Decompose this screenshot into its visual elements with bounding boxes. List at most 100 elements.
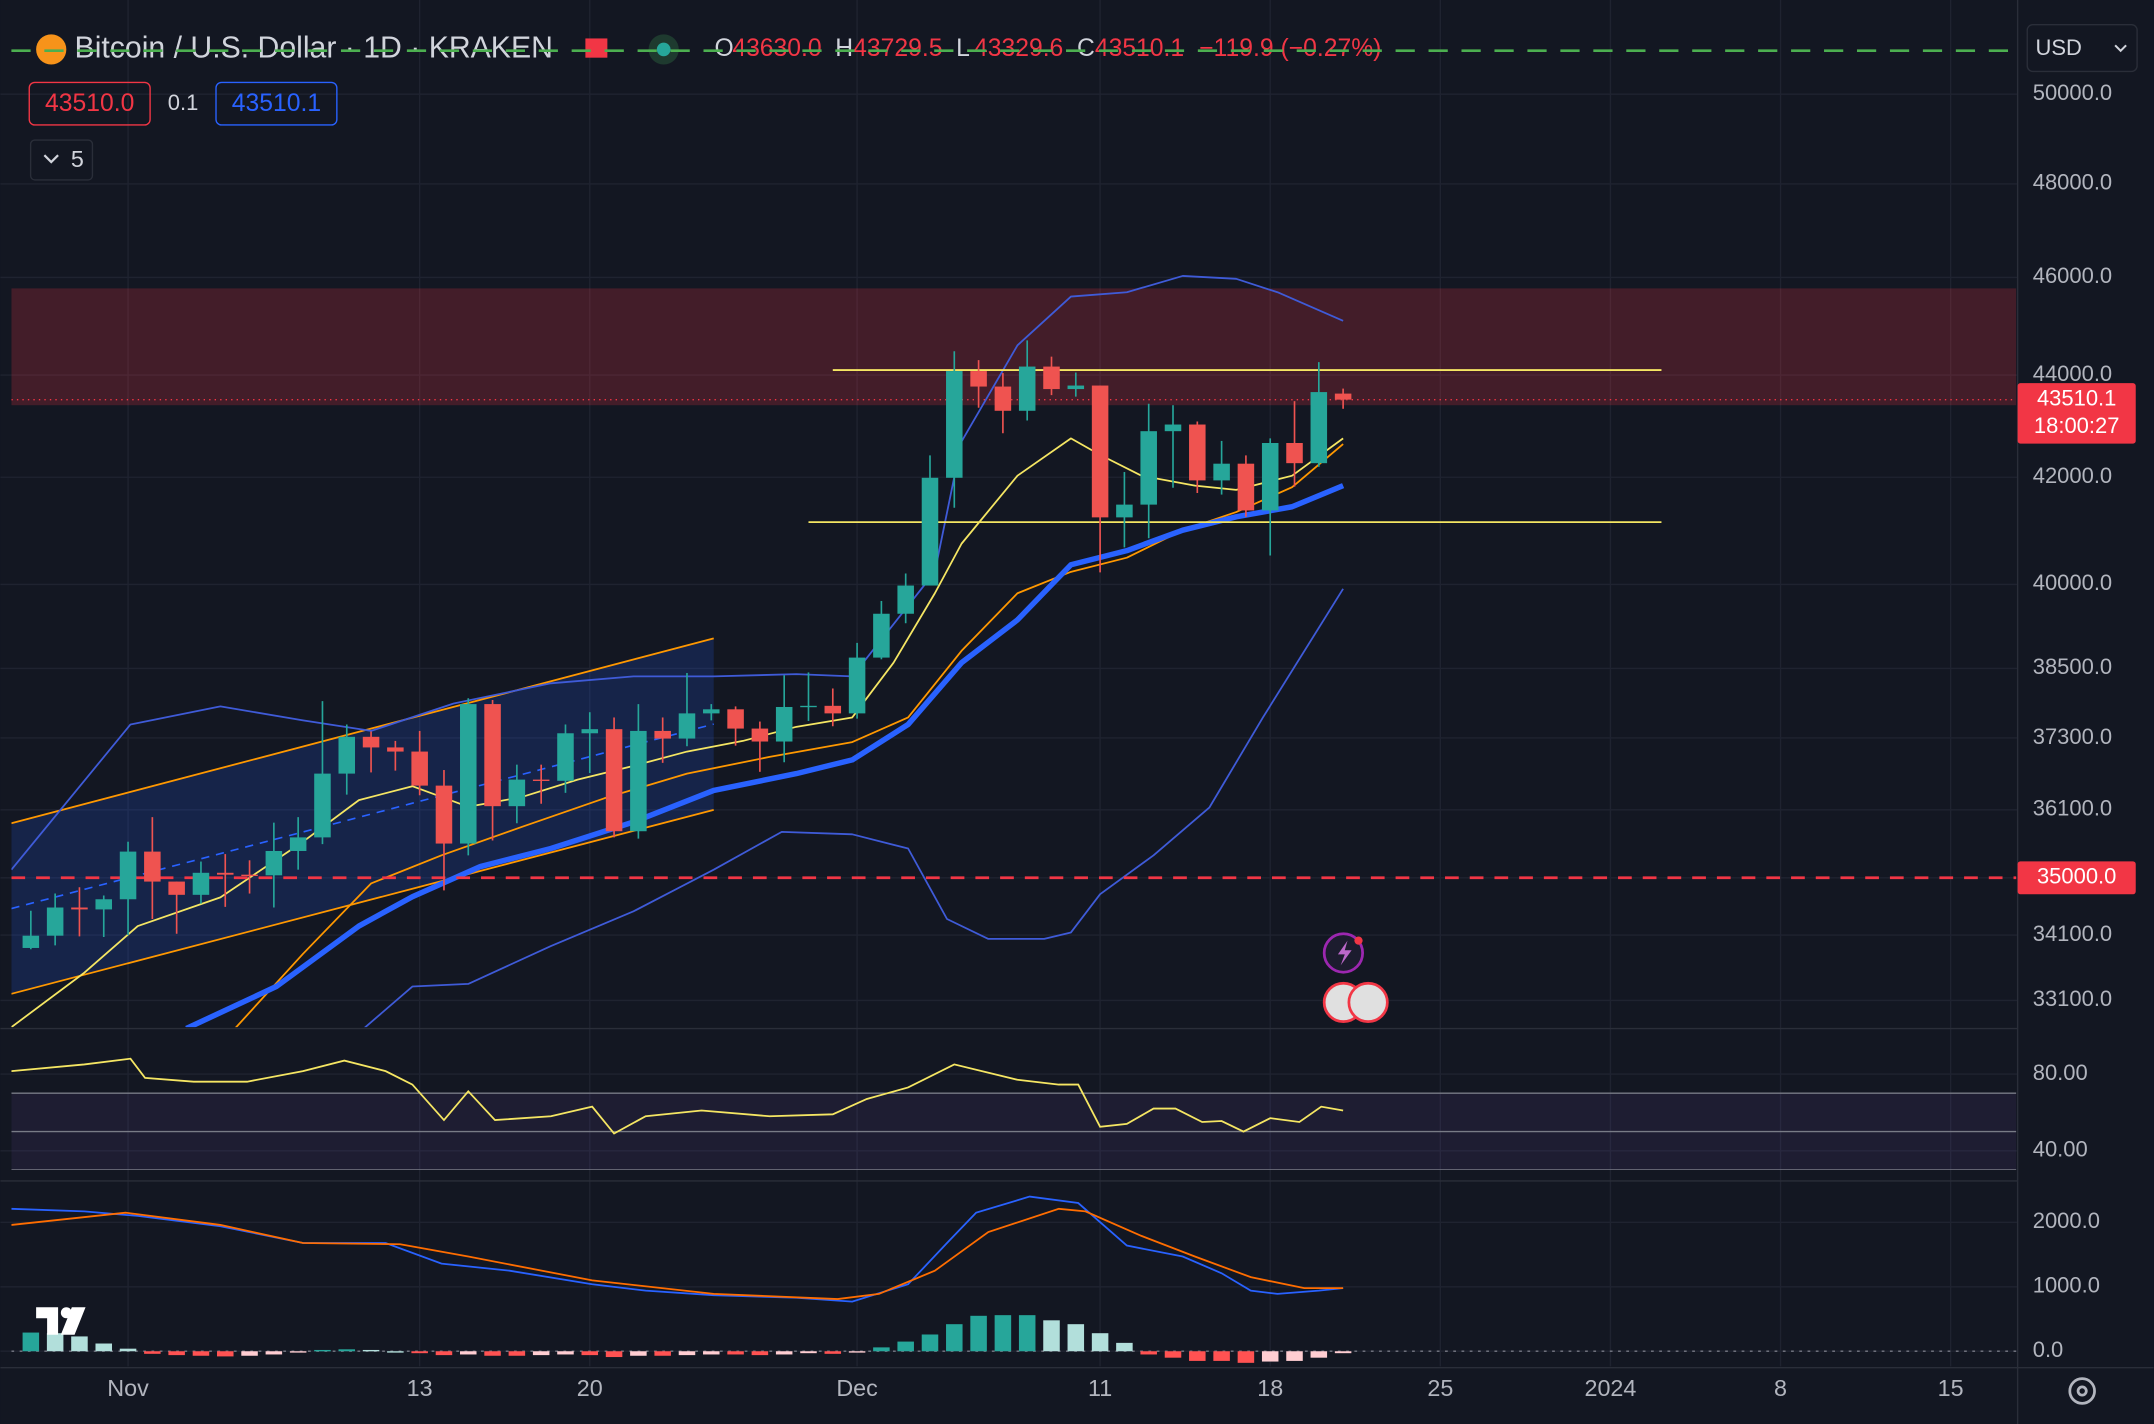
settings[interactable]	[2068, 1377, 2096, 1405]
countdown: 18:00:27	[2034, 413, 2120, 438]
y-tick-label: 46000.0	[2033, 263, 2112, 288]
histogram-bar	[630, 1351, 647, 1356]
channel-line	[11, 808, 714, 995]
candle-body	[1286, 442, 1303, 464]
currency-select[interactable]	[2026, 24, 2138, 73]
settings-icon[interactable]	[2068, 1377, 2096, 1405]
grid	[0, 0, 2018, 1367]
x-tick-label: 13	[407, 1375, 433, 1401]
candle-body	[1067, 385, 1085, 390]
sell-button[interactable]	[28, 81, 151, 126]
flag-icon[interactable]	[585, 38, 608, 58]
x-tick-label: 11	[1088, 1375, 1112, 1401]
histogram-bar	[71, 1336, 88, 1352]
histogram-bar	[1237, 1351, 1255, 1363]
histogram-bar	[168, 1351, 185, 1356]
candle-body	[265, 850, 283, 876]
lightning	[1337, 940, 1352, 966]
candle-body	[241, 874, 258, 877]
histogram-bar	[241, 1351, 258, 1356]
candle-body	[1018, 366, 1036, 411]
candle-body	[532, 779, 550, 781]
candle-body	[168, 881, 185, 895]
macd-tick-label: 1000.0	[2033, 1273, 2100, 1298]
indicators-toggle[interactable]	[29, 139, 94, 181]
event-flag[interactable]	[1347, 981, 1389, 1024]
macd-tick-label: 2000.0	[2033, 1208, 2100, 1233]
ohlc-value: 43510.1	[1095, 35, 1184, 62]
last-price-box	[2017, 383, 2136, 444]
sell-price[interactable]: 43510.0	[45, 90, 134, 117]
candle-body	[994, 386, 1012, 411]
candle-body	[508, 779, 526, 807]
x-tick-label: 8	[1774, 1375, 1787, 1401]
candle-body	[630, 730, 647, 832]
candle-body	[1116, 504, 1133, 518]
y-tick-label: 34100.0	[2033, 921, 2112, 946]
histogram-bar	[22, 1332, 40, 1352]
histogram-bar	[265, 1351, 283, 1355]
histogram-bar	[1164, 1351, 1182, 1358]
y-tick-label: 36100.0	[2033, 796, 2112, 821]
candle-body	[119, 851, 137, 900]
buy-price[interactable]: 43510.1	[232, 90, 321, 117]
candle-body	[1237, 463, 1255, 511]
x-tick-label: 20	[577, 1375, 603, 1401]
histogram-bar	[1261, 1351, 1279, 1362]
logo	[36, 1307, 86, 1335]
candle-body	[921, 477, 939, 586]
status-dot	[656, 42, 671, 57]
histogram-bar	[289, 1351, 307, 1353]
histogram-bar	[1043, 1320, 1060, 1352]
histogram-bar	[508, 1351, 526, 1356]
histogram-bar	[435, 1351, 453, 1356]
histogram-bar	[95, 1343, 113, 1352]
histogram-bar	[46, 1333, 64, 1352]
x-tick-label: 18	[1257, 1375, 1283, 1401]
ohlc-key: H	[835, 35, 853, 62]
y-tick-label: 50000.0	[2033, 80, 2112, 105]
histogram-bar	[751, 1351, 769, 1356]
tv-logo	[36, 1307, 86, 1335]
header: Bitcoin / U.S. Dollar · 1D · KRAKEN O436…	[28, 24, 2138, 181]
histogram-bar	[654, 1351, 671, 1356]
candle-body	[46, 907, 64, 936]
last-price-label: 43510.1	[2037, 385, 2116, 410]
candle-body	[581, 729, 599, 734]
candle-body	[654, 730, 671, 739]
x-tick-label: 2024	[1584, 1375, 1636, 1401]
histogram-bar	[1334, 1351, 1352, 1354]
y-tick-label: 33100.0	[2033, 986, 2112, 1011]
channel-line	[11, 637, 714, 825]
histogram-bar	[970, 1315, 987, 1352]
resistance-zone	[11, 288, 2017, 406]
histogram-bar	[824, 1351, 842, 1354]
histogram-bar	[362, 1349, 380, 1352]
candle-body	[800, 705, 817, 708]
y-tick-label: 44000.0	[2033, 361, 2112, 386]
histogram-bar	[1091, 1333, 1109, 1352]
price-pane	[11, 275, 2017, 1028]
change: −119.9 (−0.27%)	[1199, 35, 1381, 62]
rsi-line	[11, 1057, 1344, 1135]
histogram-bar	[605, 1351, 623, 1358]
indicator-count[interactable]: 5	[71, 146, 84, 172]
ohlc-value: 43630.0	[732, 35, 821, 62]
currency[interactable]: USD	[2035, 35, 2081, 60]
candle-body	[775, 706, 793, 742]
candle-body	[824, 705, 842, 714]
buy-button[interactable]	[215, 81, 338, 126]
histogram-bar	[1189, 1351, 1206, 1361]
candle-body	[484, 704, 501, 807]
candle-body	[387, 747, 404, 752]
histogram-bar	[192, 1351, 210, 1356]
x-tick-label: Nov	[107, 1375, 149, 1401]
candle-body	[1043, 366, 1060, 390]
indicator-line	[11, 275, 1344, 871]
histogram-bar	[411, 1351, 428, 1354]
axis-labels: Nov 13 20 Dec 11 18 25 2024 8 15 50000.0 48000.0 460…	[107, 80, 2136, 1401]
histogram-bar	[581, 1351, 599, 1356]
histogram-bar	[1213, 1351, 1230, 1361]
